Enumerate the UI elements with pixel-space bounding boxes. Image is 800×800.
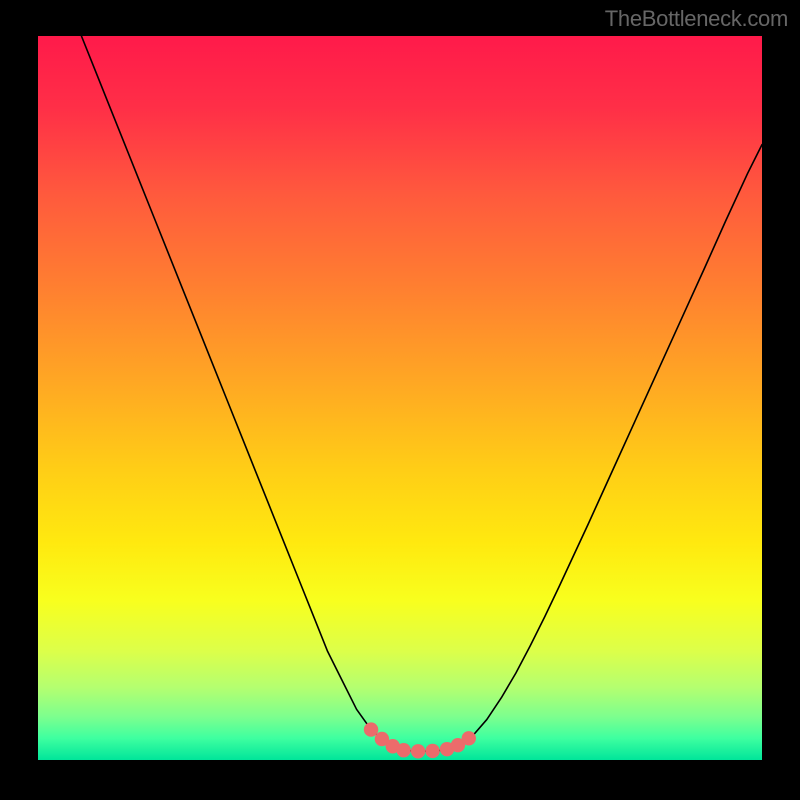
watermark-text: TheBottleneck.com xyxy=(605,6,788,32)
optimal-marker xyxy=(411,744,425,758)
chart-background xyxy=(38,36,762,760)
optimal-marker xyxy=(462,731,476,745)
optimal-marker xyxy=(425,744,439,758)
chart-svg xyxy=(38,36,762,760)
chart-plot-area xyxy=(38,36,762,760)
optimal-marker xyxy=(364,722,378,736)
optimal-marker xyxy=(396,743,410,757)
outer-frame: TheBottleneck.com xyxy=(0,0,800,800)
